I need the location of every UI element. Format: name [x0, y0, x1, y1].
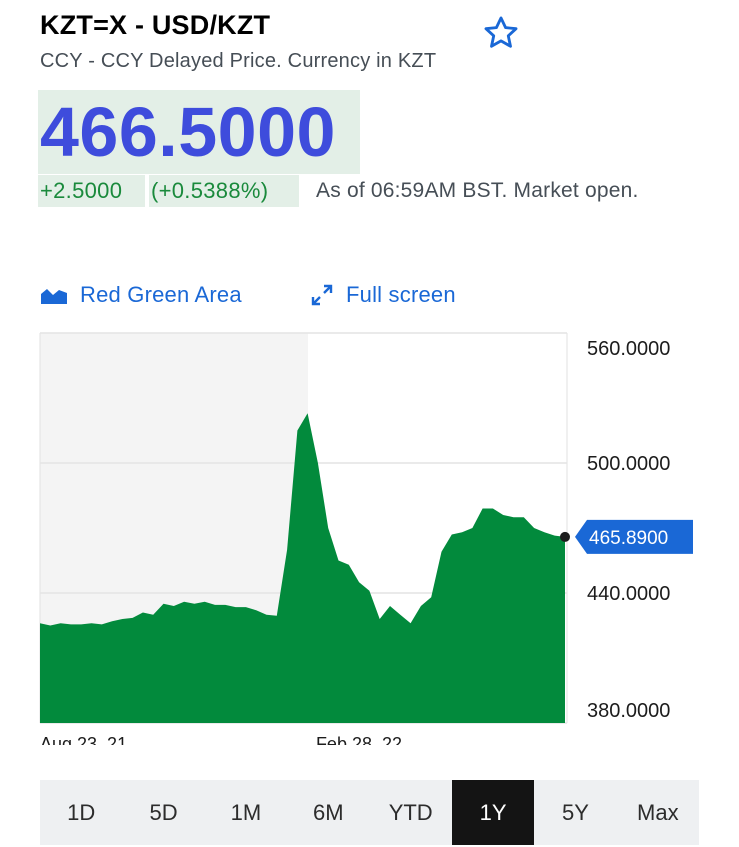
last-price-label: 465.8900: [589, 528, 668, 549]
area-chart-icon: [41, 289, 67, 304]
fullscreen-button[interactable]: Full screen: [310, 280, 456, 310]
x-tick-label: Aug 23, 21: [40, 734, 127, 745]
quote-subtitle: CCY - CCY Delayed Price. Currency in KZT: [40, 50, 437, 72]
range-1m-button[interactable]: 1M: [230, 799, 262, 825]
range-6m-button[interactable]: 6M: [313, 799, 344, 825]
range-1d-button[interactable]: 1D: [67, 799, 96, 825]
range-5d-button[interactable]: 5D: [149, 799, 178, 825]
price-change-percent: (+0.5388%): [151, 178, 269, 203]
y-tick-label: 380.0000: [587, 700, 670, 722]
range-1y-button[interactable]: 1Y: [451, 780, 535, 845]
y-tick-label: 500.0000: [587, 453, 670, 475]
range-ytd-button[interactable]: YTD: [388, 799, 433, 825]
market-status: As of 06:59AM BST. Market open.: [316, 179, 639, 202]
y-tick-label: 440.0000: [587, 583, 670, 605]
price-chart[interactable]: 560.0000 500.0000 440.0000 380.0000 Aug 23,…: [0, 325, 739, 745]
range-max-button[interactable]: Max: [637, 799, 679, 825]
y-tick-label: 560.0000: [587, 338, 670, 360]
last-price-tag-shape: [575, 519, 693, 554]
price-highlight: [38, 90, 360, 174]
fullscreen-label: Full screen: [346, 282, 456, 307]
expand-arrows-icon: [311, 284, 333, 306]
change-percent-highlight: [149, 175, 299, 207]
change-highlight: [38, 175, 145, 207]
current-price: 466.5000: [40, 93, 336, 171]
last-price-tag: 465.8900: [575, 519, 693, 554]
star-icon[interactable]: [482, 14, 520, 52]
symbol-title: KZT=X - USD/KZT: [40, 10, 271, 40]
x-tick-label: Feb 28, 22: [316, 734, 402, 745]
chart-type-button[interactable]: Red Green Area: [40, 280, 242, 310]
range-5y-button[interactable]: 5Y: [561, 799, 589, 825]
price-area: [40, 413, 565, 723]
range-selector: 1D 5D 1M 6M YTD 1Y 5Y Max: [40, 780, 699, 845]
last-price-dot: [560, 531, 570, 542]
price-change: +2.5000: [40, 178, 123, 203]
chart-type-label: Red Green Area: [80, 282, 242, 307]
